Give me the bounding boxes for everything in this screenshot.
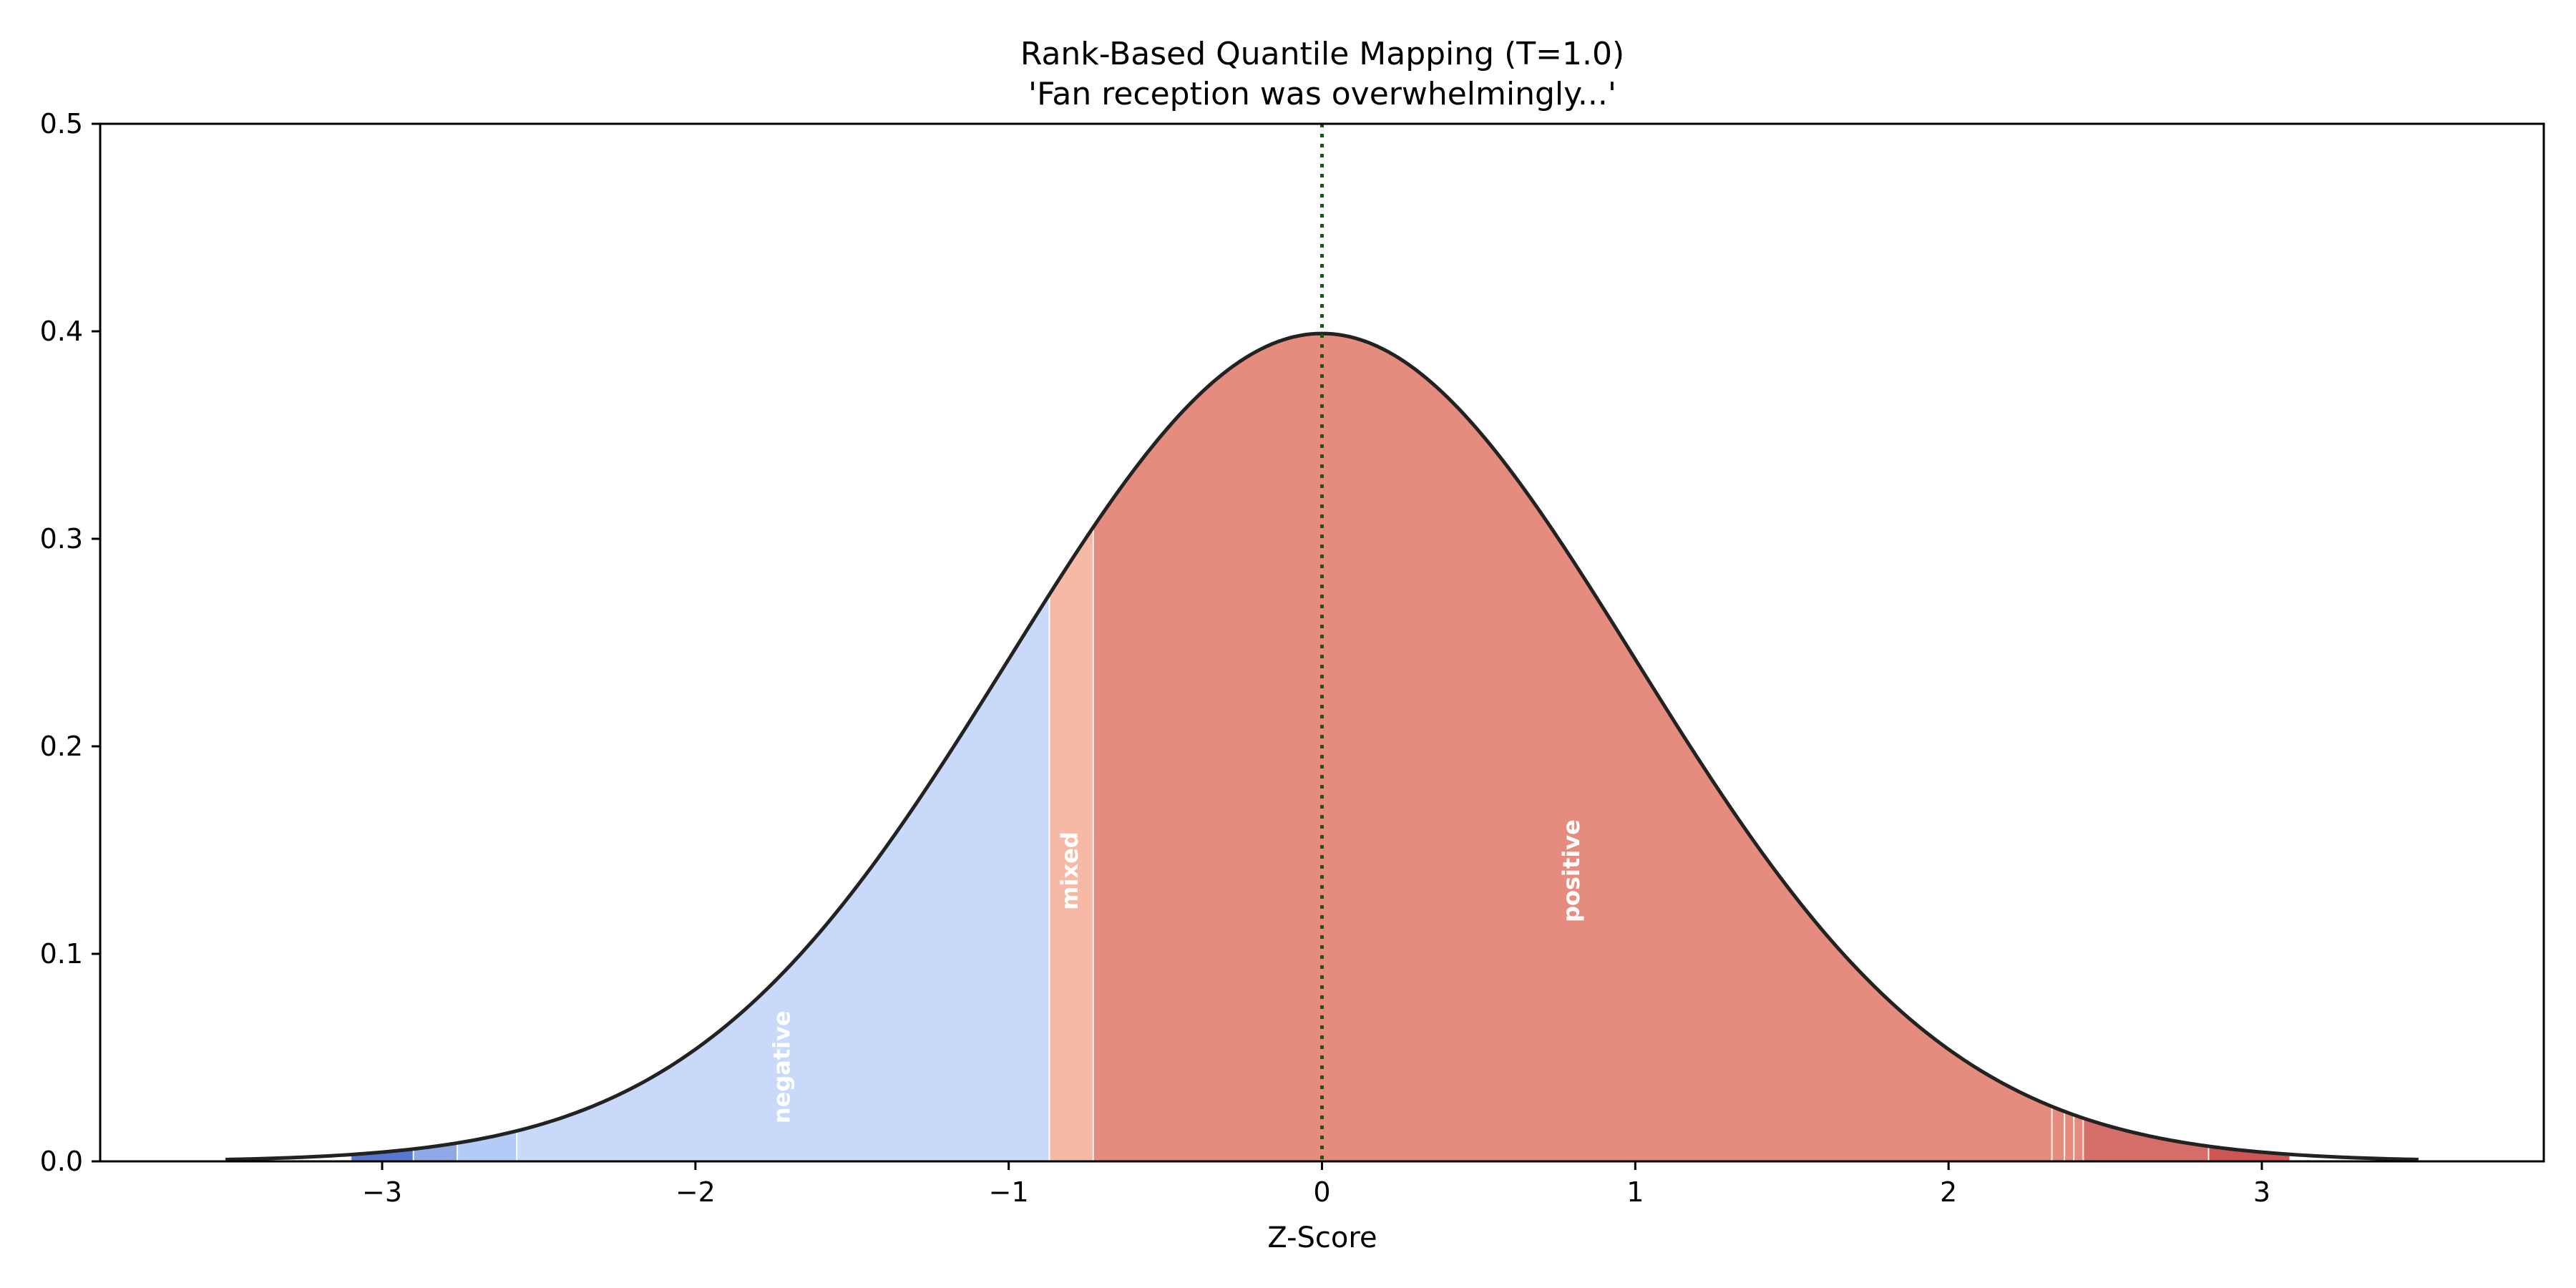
segment-8 [2073, 1113, 2084, 1161]
x-tick-label: 2 [1940, 1176, 1957, 1208]
y-tick-label: 0.4 [40, 316, 83, 347]
segment-label-mixed: mixed [1056, 831, 1083, 910]
x-tick-label: −2 [675, 1176, 716, 1208]
x-tick-label: 0 [1313, 1176, 1330, 1208]
segment-label-positive: positive [1558, 819, 1585, 922]
x-tick-label: −3 [362, 1176, 402, 1208]
x-axis: −3 −2 −1 0 1 2 3 [362, 1161, 2270, 1208]
chart-title: Rank-Based Quantile Mapping (T=1.0) [1020, 36, 1624, 72]
y-axis: 0.0 0.1 0.2 0.3 0.4 0.5 [40, 108, 100, 1177]
x-tick-label: −1 [989, 1176, 1029, 1208]
segment-label-negative: negative [768, 1010, 795, 1123]
y-tick-label: 0.0 [40, 1146, 83, 1177]
curve-group [225, 331, 2419, 1161]
segment-7 [2064, 1110, 2075, 1161]
y-tick-label: 0.5 [40, 108, 83, 140]
x-tick-label: 1 [1626, 1176, 1644, 1208]
y-tick-label: 0.1 [40, 938, 83, 970]
segment-labels-group: negative mixed positive [768, 819, 1584, 1123]
y-tick-label: 0.3 [40, 523, 83, 555]
x-axis-label: Z-Score [1267, 1221, 1377, 1254]
x-tick-label: 3 [2253, 1176, 2270, 1208]
y-tick-label: 0.2 [40, 731, 83, 762]
chart-subtitle: 'Fan reception was overwhelmingly...' [1028, 76, 1616, 112]
pdf-curve [225, 331, 2419, 1161]
segment-6 [2051, 1105, 2066, 1161]
